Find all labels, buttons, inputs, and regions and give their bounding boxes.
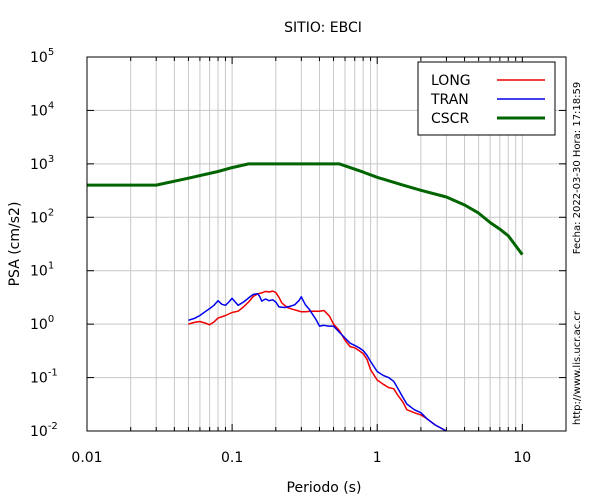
x-tick-label: 1: [373, 450, 382, 466]
y-axis-label: PSA (cm/s2): [7, 202, 23, 287]
chart-title: SITIO: EBCI: [284, 20, 362, 36]
y-tick-label: 104: [30, 100, 54, 119]
y-tick-labels: 10-2 10-1 100 101 102 103 104 105: [30, 47, 58, 440]
axis-ticks: [86, 56, 567, 432]
series-layer: [87, 162, 524, 432]
x-tick-label: 0.1: [221, 450, 243, 466]
y-tick-label: 10-2: [30, 421, 58, 440]
x-tick-label: 10: [513, 450, 531, 466]
series-line-long: [188, 290, 447, 432]
legend-label-long: LONG: [431, 73, 471, 89]
url-label: http://www.lis.ucr.ac.cr: [572, 310, 583, 425]
y-tick-label: 102: [30, 207, 54, 226]
legend-label-tran: TRAN: [430, 92, 469, 108]
y-tick-label: 100: [30, 314, 54, 333]
y-tick-label: 101: [30, 261, 54, 280]
series-line-cscr: [87, 162, 524, 256]
y-tick-label: 105: [30, 47, 54, 66]
grid-lines: [86, 56, 567, 432]
plot-frame: [86, 56, 567, 432]
x-tick-labels: 0.01 0.1 1 10: [71, 450, 531, 466]
y-tick-label: 10-1: [30, 368, 58, 387]
y-tick-label: 103: [30, 154, 54, 173]
date-label: Fecha: 2022-03-30 Hora: 17:18:59: [572, 82, 583, 255]
x-tick-label: 0.01: [71, 450, 102, 466]
series-line-tran: [188, 293, 447, 432]
x-axis-label: Periodo (s): [287, 480, 362, 496]
legend-label-cscr: CSCR: [431, 111, 469, 127]
legend: LONG TRAN CSCR: [417, 61, 556, 136]
